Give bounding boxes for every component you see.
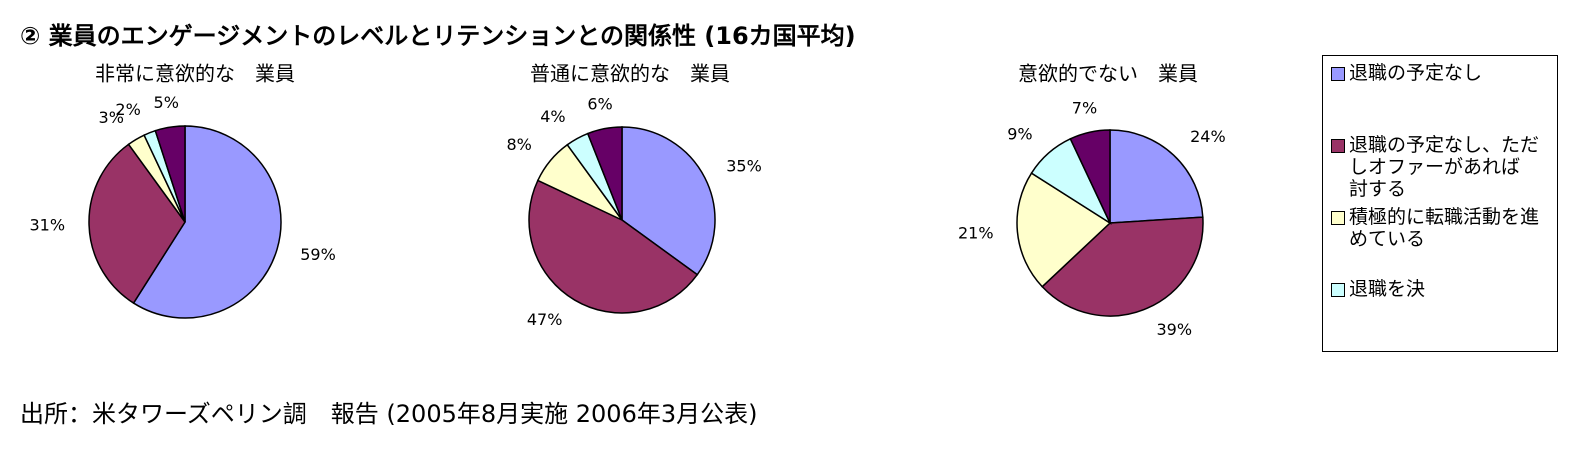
data-label: 59%	[300, 245, 336, 264]
data-label: 35%	[726, 156, 762, 175]
data-label: 2%	[115, 100, 140, 119]
pie-slice	[88, 143, 186, 305]
data-label: 4%	[540, 107, 565, 126]
data-label: 21%	[958, 224, 994, 243]
legend-entry: 積極的に転職活動を進めている	[1331, 206, 1549, 278]
legend-label: 退職を決	[1349, 278, 1426, 300]
legend-entry: 退職の予定なし	[1331, 62, 1549, 134]
pie-slice	[1041, 216, 1204, 317]
pie-slice	[586, 126, 623, 221]
pie-slice	[1109, 129, 1204, 224]
pie-slice	[132, 125, 282, 319]
legend-swatch	[1331, 67, 1345, 81]
data-label: 7%	[1072, 98, 1097, 117]
legend-swatch	[1331, 211, 1345, 225]
pie-slice	[621, 126, 716, 276]
chart-title: 意欲的でない 業員	[1018, 62, 1198, 86]
pie-slice	[1016, 172, 1112, 288]
data-label: 39%	[1156, 320, 1192, 339]
legend-swatch	[1331, 139, 1345, 153]
data-label: 6%	[587, 95, 612, 114]
legend-entry: 退職を決	[1331, 278, 1549, 350]
legend-label: 積極的に転職活動を進めている	[1349, 206, 1540, 250]
page-title: ② 業員のエンゲージメントのレベルとリテンションとの関係性 (16カ国平均)	[20, 22, 856, 50]
legend: 退職の予定なし退職の予定なし、ただしオファーがあれば 討する積極的に転職活動を進…	[1322, 55, 1558, 352]
legend-entry: 退職の予定なし、ただしオファーがあれば 討する	[1331, 134, 1549, 206]
pie-slice	[1069, 129, 1111, 224]
pie-slice	[154, 125, 186, 223]
legend-label: 退職の予定なし	[1349, 62, 1483, 84]
legend-label: 退職の予定なし、ただしオファーがあれば 討する	[1349, 134, 1540, 200]
data-label: 47%	[527, 310, 563, 329]
chart-title: 非常に意欲的な 業員	[95, 62, 295, 86]
data-label: 9%	[1007, 125, 1032, 144]
data-label: 3%	[99, 108, 124, 127]
data-label: 5%	[154, 93, 179, 112]
legend-swatch	[1331, 283, 1345, 297]
charts: 非常に意欲的な 業員 59% 31% 3%2% 5% 普通に意欲的な 業員 35% 47% 8%…	[29, 62, 1226, 339]
chart-title: 普通に意欲的な 業員	[530, 62, 730, 86]
source-note: 出所：米タワーズペリン調 報告 (2005年8月実施 2006年3月公表)	[20, 400, 758, 428]
data-label: 8%	[506, 135, 531, 154]
data-label: 24%	[1190, 127, 1226, 146]
pie-slice	[528, 179, 699, 314]
data-label: 31%	[29, 215, 65, 234]
